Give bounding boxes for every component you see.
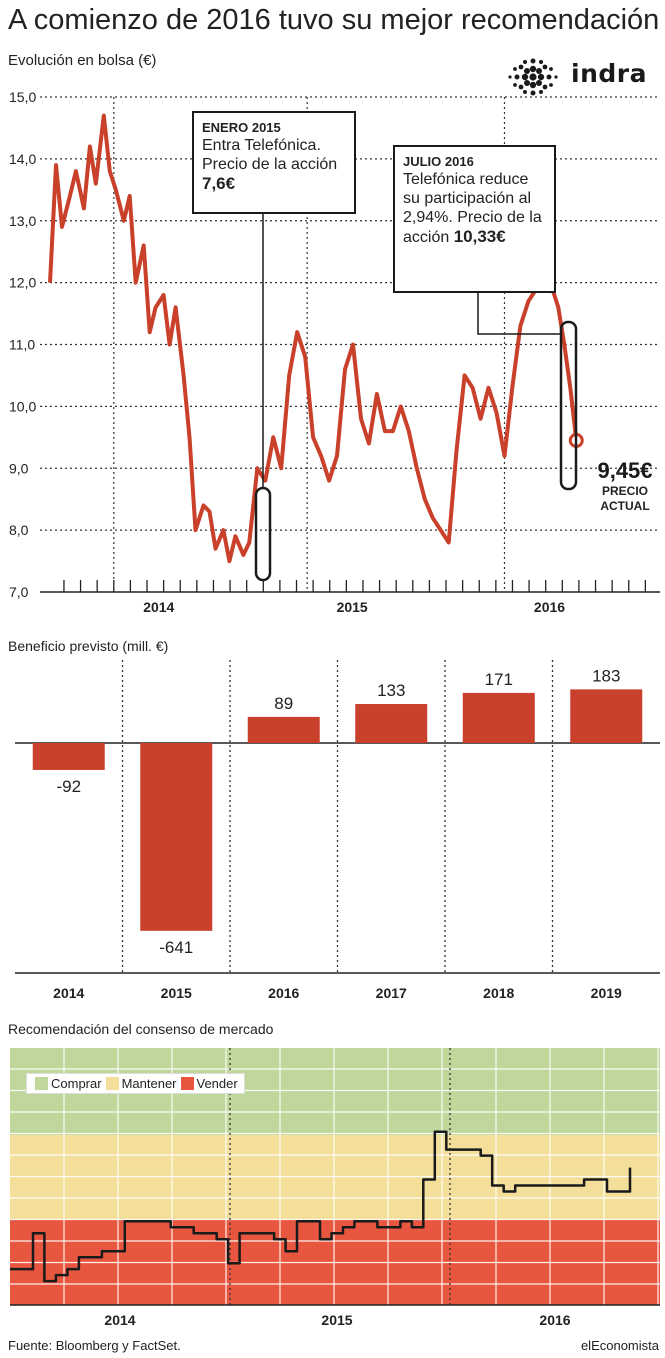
band-mantener (10, 1135, 660, 1220)
bar-value-label: -92 (56, 777, 81, 796)
y-tick-label: 15,0 (9, 89, 36, 105)
x-tick-label: 2014 (53, 985, 84, 1001)
profit-bar (462, 692, 535, 743)
y-tick-label: 9,0 (9, 460, 29, 476)
x-tick-label: 2014 (104, 1312, 135, 1328)
callout-enero-value: 7,6€ (202, 174, 236, 193)
price-series-line (48, 113, 579, 564)
callout-enero-2015: ENERO 2015 Entra Telefónica. Precio de l… (192, 111, 356, 214)
x-tick-label: 2017 (376, 985, 407, 1001)
legend-swatch-comprar (35, 1077, 48, 1090)
headline: A comienzo de 2016 tuvo su mejor recomen… (8, 4, 660, 36)
callout-enero-text: Entra Telefónica. Precio de la acción (202, 137, 338, 173)
x-tick-label: 2015 (321, 1312, 352, 1328)
profit-panel-title: Beneficio previsto (mill. €) (8, 638, 169, 654)
bar-value-label: 171 (485, 670, 513, 689)
highlight-enero-2015 (254, 486, 272, 582)
profit-bar (570, 689, 643, 743)
profit-bar (32, 743, 105, 770)
callout-julio-text: Telefónica reduce su participación al 2,… (403, 171, 542, 246)
callout-julio-2016: JULIO 2016 Telefónica reduce su particip… (393, 145, 556, 293)
profit-bar (355, 704, 428, 743)
current-price-value: 9,45€ (597, 458, 653, 483)
logo-wordmark: indra (571, 59, 647, 88)
y-tick-label: 13,0 (9, 213, 36, 229)
callout-julio-value: 10,33€ (453, 227, 506, 246)
legend-swatch-mantener (105, 1077, 119, 1090)
x-tick-label: 2015 (337, 599, 368, 615)
stock-chart: 15,0 14,0 13,0 12,0 11,0 10,0 9,0 8,0 7,0 2014 201… (9, 89, 660, 615)
x-tick-label: 2015 (161, 985, 192, 1001)
current-price-label: 9,45€ PRECIO ACTUAL (588, 458, 662, 514)
bar-value-label: -641 (159, 938, 193, 957)
legend-swatch-vender (180, 1077, 194, 1090)
y-tick-label: 7,0 (9, 584, 29, 600)
footer-brand: elEconomista (580, 1338, 659, 1353)
legend-label-vender: Vender (196, 1076, 238, 1091)
footer-source: Fuente: Bloomberg y FactSet. (8, 1338, 181, 1353)
consensus-panel-title: Recomendación del consenso de mercado (8, 1021, 274, 1037)
consensus-legend: Comprar Mantener Vender (26, 1073, 245, 1094)
x-tick-label: 2014 (143, 599, 174, 615)
x-tick-label: 2018 (483, 985, 514, 1001)
x-tick-label: 2016 (268, 985, 299, 1001)
profit-chart: -92 2014 -641 2015 89 2016 133 2017 171 2018 183 20… (15, 660, 660, 1001)
callout-enero-heading: ENERO 2015 (202, 120, 281, 135)
y-tick-label: 12,0 (9, 275, 36, 291)
highlight-julio-2016 (559, 320, 578, 491)
callout-julio-heading: JULIO 2016 (403, 154, 474, 169)
y-tick-label: 14,0 (9, 151, 36, 167)
y-tick-label: 11,0 (9, 337, 35, 353)
legend-label-comprar: Comprar (51, 1076, 102, 1091)
bar-value-label: 133 (377, 681, 405, 700)
x-tick-label: 2016 (534, 599, 565, 615)
y-tick-label: 10,0 (9, 398, 36, 414)
indra-logo: indra (505, 54, 655, 100)
current-price-caption: PRECIO ACTUAL (600, 484, 650, 513)
stock-panel-title: Evolución en bolsa (€) (8, 52, 157, 69)
y-tick-label: 8,0 (9, 522, 29, 538)
bar-value-label: 183 (592, 666, 620, 685)
consensus-chart: 2014 2015 2016 (10, 1048, 660, 1328)
legend-label-mantener: Mantener (121, 1076, 177, 1091)
x-tick-label: 2019 (591, 985, 622, 1001)
bar-value-label: 89 (274, 694, 293, 713)
x-tick-label: 2016 (539, 1312, 570, 1328)
dotted-circle-logo-icon (508, 58, 558, 96)
callout-connector (477, 292, 561, 335)
profit-bar (140, 743, 213, 931)
profit-bar (247, 716, 320, 743)
consensus-series-line (10, 1130, 632, 1283)
